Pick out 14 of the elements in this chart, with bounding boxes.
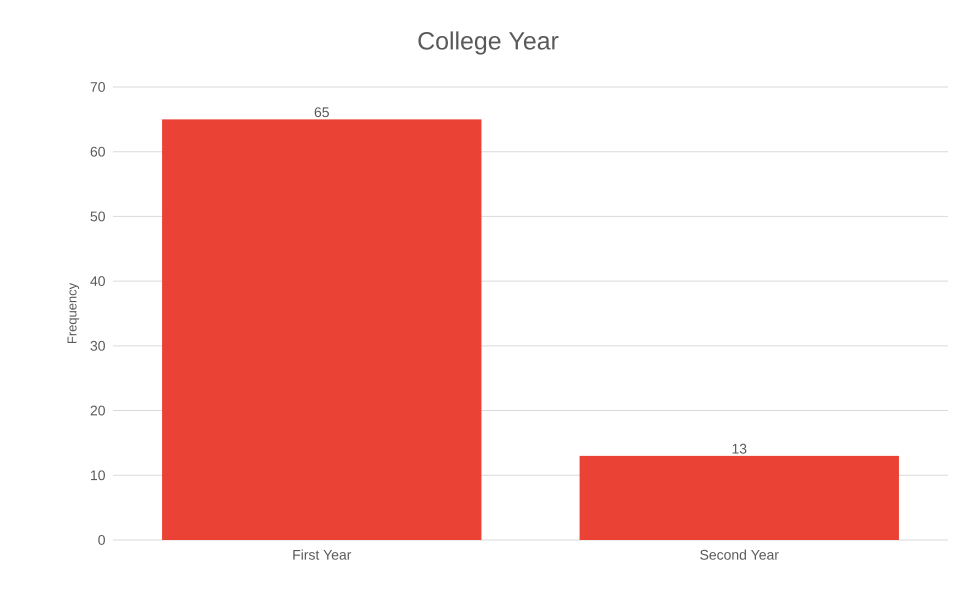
x-tick-label: Second Year — [700, 550, 779, 560]
y-tick-label: 60 — [90, 146, 105, 157]
data-label: 13 — [732, 444, 746, 454]
y-tick-label: 0 — [98, 535, 105, 545]
y-tick-label: 20 — [90, 406, 105, 416]
y-tick-label: 40 — [90, 276, 105, 286]
y-tick-label: 50 — [90, 211, 105, 222]
y-tick-label: 30 — [90, 340, 105, 351]
x-tick-label: First Year — [293, 550, 352, 560]
y-tick-label: 10 — [91, 470, 105, 480]
y-tick-label: 70 — [90, 82, 105, 92]
y-axis-title: Frequency — [68, 282, 80, 344]
data-label: 65 — [314, 107, 329, 118]
chart-title: College Year — [418, 31, 558, 55]
